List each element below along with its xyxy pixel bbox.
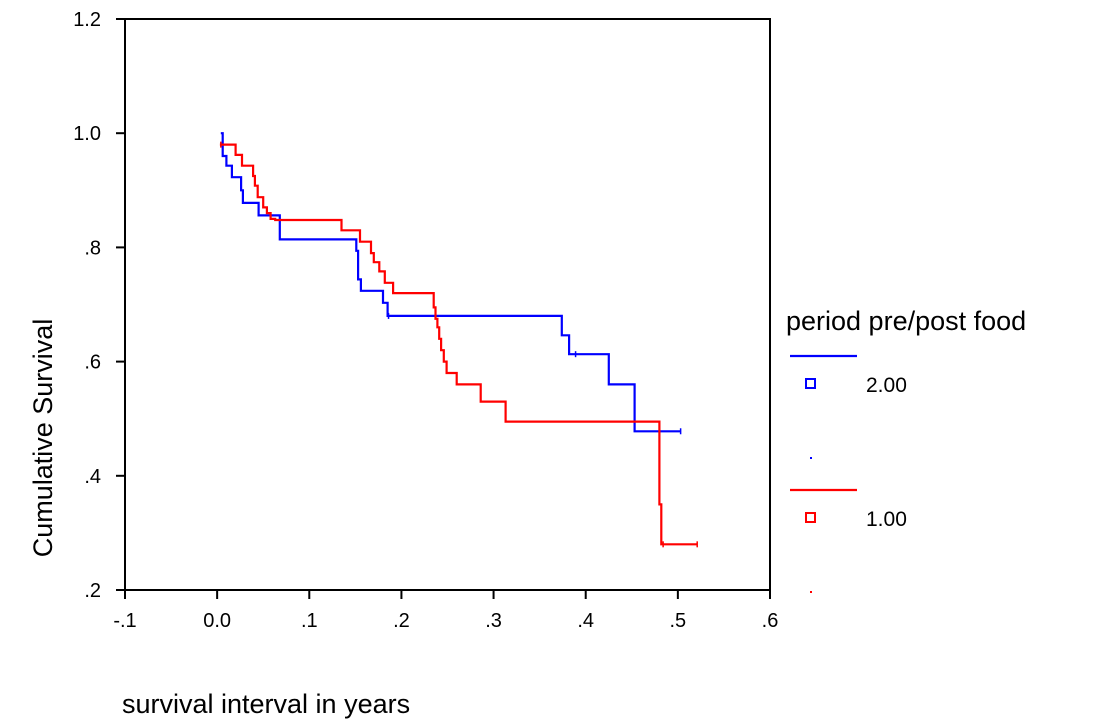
legend-label: 2.00 [866,374,907,397]
y-axis-title: Cumulative Survival [28,319,58,558]
y-axis-ticks: .2 .4 .6 .8 1.0 1.2 [73,9,125,602]
x-tick-label: .1 [301,610,318,632]
legend-square-marker [805,378,816,389]
y-tick-label: .4 [84,466,101,488]
series-line-1 [219,143,698,546]
legend-title: period pre/post food [786,306,1026,336]
x-tick-label: .6 [762,610,779,632]
x-tick-label: .5 [670,610,687,632]
x-axis-ticks: -.1 0.0 .1 .2 .3 .4 .5 .6 [113,590,778,632]
y-tick-label: .6 [84,352,101,374]
x-axis-title: survival interval in years [122,689,410,719]
series-line-0 [220,132,681,433]
legend-entries: 2.00 1.00 [790,354,907,593]
series-layer [219,132,698,548]
y-tick-label: 1.2 [73,9,101,31]
legend-square-marker [805,512,816,523]
x-tick-label: .3 [485,610,502,632]
x-tick-label: .4 [577,610,594,632]
y-tick-label: 1.0 [73,123,101,145]
y-tick-label: .2 [84,580,101,602]
x-tick-label: -.1 [113,610,136,632]
legend: period pre/post food 2.00 1.00 [786,306,1026,593]
y-tick-label: .8 [84,237,101,259]
legend-dot-marker [810,457,812,459]
legend-dot-marker [810,591,812,593]
plot-frame [124,18,771,591]
legend-label: 1.00 [866,508,907,531]
x-tick-label: 0.0 [203,610,231,632]
x-tick-label: .2 [393,610,410,632]
